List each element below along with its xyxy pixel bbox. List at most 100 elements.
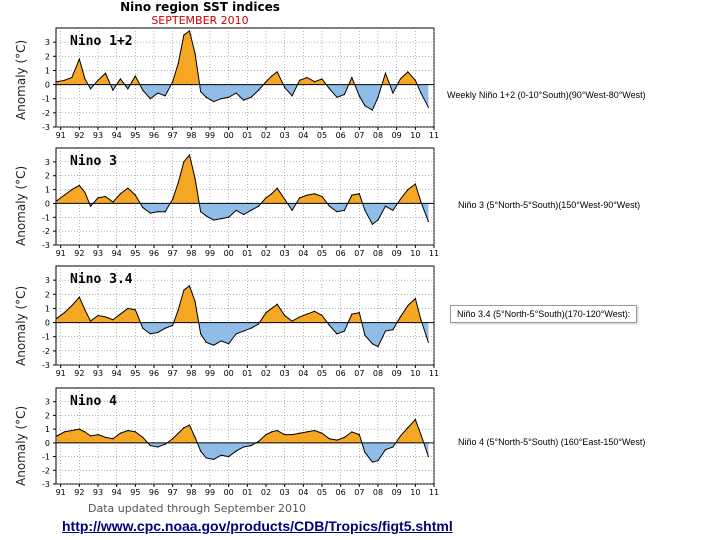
x-tick-label: 05 bbox=[317, 369, 327, 378]
data-point bbox=[134, 431, 136, 433]
x-tick-label: 96 bbox=[149, 369, 159, 378]
data-point bbox=[104, 195, 107, 198]
data-point bbox=[321, 78, 323, 80]
data-point bbox=[343, 330, 345, 332]
x-tick-label: 05 bbox=[317, 131, 327, 140]
data-point bbox=[183, 427, 185, 429]
data-point bbox=[384, 330, 387, 332]
data-point bbox=[164, 211, 166, 213]
data-point bbox=[392, 92, 394, 94]
negative-area bbox=[140, 322, 429, 347]
data-point bbox=[414, 79, 416, 81]
y-tick-label: 1 bbox=[45, 425, 50, 434]
data-point bbox=[351, 194, 353, 196]
data-point bbox=[78, 58, 80, 60]
data-point bbox=[205, 341, 207, 343]
y-tick-label: -2 bbox=[42, 466, 50, 475]
data-point bbox=[399, 198, 401, 200]
data-point bbox=[228, 216, 230, 218]
data-point bbox=[250, 96, 252, 98]
x-tick-label: 11 bbox=[429, 369, 439, 378]
data-point bbox=[194, 52, 196, 55]
data-point bbox=[104, 436, 107, 438]
y-tick-label: 1 bbox=[45, 186, 50, 195]
data-point bbox=[328, 438, 331, 440]
x-tick-label: 92 bbox=[74, 131, 84, 140]
x-tick-label: 05 bbox=[317, 249, 327, 258]
x-tick-label: 11 bbox=[429, 131, 439, 140]
data-point bbox=[313, 193, 316, 195]
region-label-nino12: Weekly Niño 1+2 (0-10°South)(90°West-80°… bbox=[447, 90, 646, 100]
data-point bbox=[112, 201, 114, 203]
data-point bbox=[157, 331, 159, 334]
negative-area bbox=[88, 84, 429, 111]
data-point bbox=[284, 434, 286, 436]
data-point bbox=[420, 92, 422, 94]
y-tick-label: -1 bbox=[42, 213, 50, 222]
data-caption: Data updated through September 2010 bbox=[88, 502, 307, 515]
data-point bbox=[328, 88, 331, 90]
x-tick-label: 91 bbox=[56, 369, 66, 378]
data-point bbox=[84, 191, 86, 193]
data-point bbox=[276, 187, 278, 189]
data-point bbox=[63, 194, 65, 196]
data-point bbox=[313, 429, 316, 432]
y-tick-label: -3 bbox=[42, 361, 50, 370]
series-line bbox=[56, 29, 429, 111]
data-point bbox=[276, 71, 278, 73]
x-tick-label: 93 bbox=[93, 249, 103, 258]
data-point bbox=[142, 89, 144, 91]
data-point bbox=[119, 78, 121, 80]
data-point bbox=[63, 312, 65, 314]
y-tick-label: 1 bbox=[45, 304, 50, 313]
data-point bbox=[213, 344, 215, 346]
x-tick-label: 97 bbox=[168, 249, 178, 258]
data-point bbox=[56, 435, 58, 437]
data-point bbox=[358, 193, 360, 195]
data-point bbox=[351, 313, 353, 315]
series-line bbox=[56, 153, 429, 225]
x-tick-label: 93 bbox=[93, 369, 103, 378]
data-point bbox=[377, 346, 379, 348]
data-point bbox=[392, 329, 394, 331]
x-tick-label: 09 bbox=[392, 131, 402, 140]
data-point bbox=[149, 333, 151, 335]
y-tick-label: 3 bbox=[45, 276, 50, 285]
data-point bbox=[414, 297, 416, 300]
x-tick-label: 98 bbox=[186, 249, 196, 258]
panel-label-2: Nino 3 bbox=[70, 154, 117, 169]
data-point bbox=[97, 314, 99, 317]
data-point bbox=[97, 434, 99, 436]
x-tick-label: 11 bbox=[429, 249, 439, 258]
data-point bbox=[164, 443, 166, 445]
x-tick-label: 10 bbox=[410, 249, 420, 258]
x-tick-label: 98 bbox=[186, 369, 196, 378]
x-tick-label: 94 bbox=[112, 249, 122, 258]
data-point bbox=[371, 109, 373, 111]
y-tick-label: -1 bbox=[42, 453, 50, 462]
data-point bbox=[56, 200, 58, 202]
x-tick-label: 09 bbox=[392, 488, 402, 497]
x-tick-label: 91 bbox=[56, 488, 66, 497]
data-point bbox=[205, 96, 207, 98]
data-point bbox=[284, 314, 286, 317]
data-point bbox=[271, 431, 273, 433]
y-tick-label: 1 bbox=[45, 66, 50, 75]
y-tick-label: 2 bbox=[45, 411, 50, 420]
x-tick-label: 09 bbox=[392, 249, 402, 258]
y-tick-label: -1 bbox=[42, 333, 50, 342]
panel-label-1: Nino 1+2 bbox=[70, 34, 133, 49]
source-link[interactable]: http://www.cpc.noaa.gov/products/CDB/Tro… bbox=[62, 518, 453, 534]
y-tick-label: 2 bbox=[45, 52, 50, 61]
data-point bbox=[200, 450, 202, 452]
y-tick-label: -1 bbox=[42, 95, 50, 104]
data-point bbox=[71, 305, 73, 307]
data-point bbox=[243, 446, 245, 448]
data-point bbox=[328, 205, 331, 207]
x-tick-label: 01 bbox=[242, 131, 252, 140]
data-point bbox=[205, 457, 207, 459]
x-tick-label: 97 bbox=[168, 131, 178, 140]
data-point bbox=[194, 177, 196, 180]
data-point bbox=[276, 303, 278, 305]
data-point bbox=[271, 307, 273, 310]
